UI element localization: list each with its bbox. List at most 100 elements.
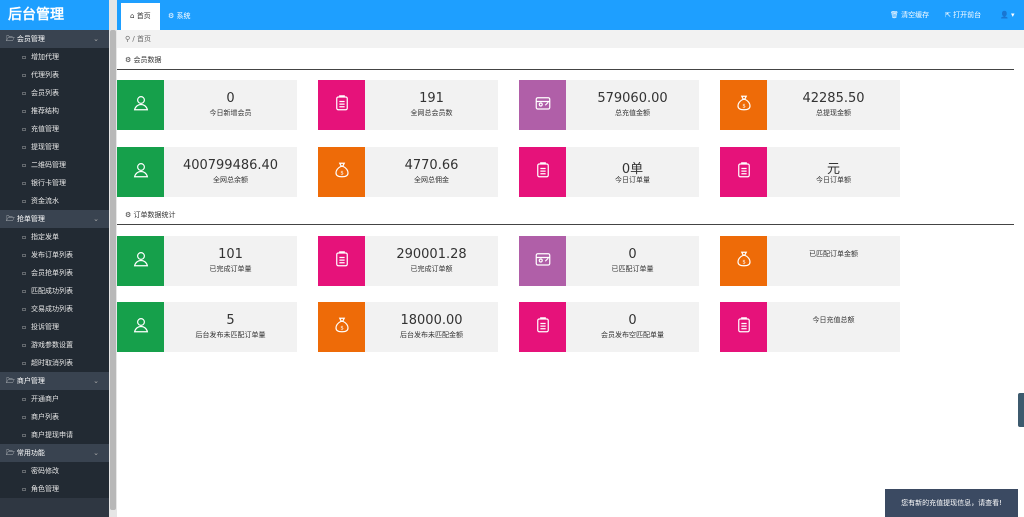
item-icon: ▫ [22,342,27,349]
stat-card: 元今日订单额 [720,147,900,197]
sidebar-item[interactable]: ▫ 商户列表 [0,408,109,426]
stat-card: 0 今日新增会员 [117,80,297,130]
stat-label: 后台发布未匹配金额 [400,331,463,339]
stat-icon-box [117,147,164,197]
stat-value: 5 [226,313,235,328]
stat-label: 全网总会员数 [410,109,453,117]
stat-value: 42285.50 [802,91,865,106]
money-bag-icon: $ [735,250,753,272]
wallet-icon [534,94,552,116]
stat-label: 今日新增会员 [209,109,252,117]
sidebar-item[interactable]: ▫ 交易成功列表 [0,300,109,318]
gear-icon: ⚙ [125,56,132,64]
sidebar-item[interactable]: ▫ 充值管理 [0,120,109,138]
stat-label: 已匹配订单金额 [809,250,858,258]
sidebar-item[interactable]: ▫ 匹配成功列表 [0,282,109,300]
stat-icon-box [519,236,566,286]
stat-label: 已完成订单量 [209,265,252,273]
item-icon: ▫ [22,252,27,259]
money-bag-icon: $ [735,94,753,116]
stat-value: 0单 [621,162,644,177]
sidebar-item[interactable]: ▫ 投诉管理 [0,318,109,336]
sidebar-item-label: 商户提现申请 [31,431,73,439]
user-icon [132,250,150,272]
tab-home[interactable]: ⌂ 首页 [121,3,160,30]
sidebar: 后台管理 🗁 会员管理 ⌄ ▫ 增加代理 ▫ 代理列表 ▫ 会员列表 ▫ 推荐结构 ▫ 充值管理 ▫ 提现… [0,0,109,517]
gear-icon: ⚙ [168,12,175,20]
clear-cache-label: 清空缓存 [901,11,930,19]
sidebar-item-label: 会员抢单列表 [31,269,73,277]
svg-text:$: $ [340,326,343,332]
sidebar-item-label: 增加代理 [31,53,59,61]
item-icon: ▫ [22,126,27,133]
stat-card: 290001.28 已完成订单额 [318,236,498,286]
sidebar-item-label: 角色管理 [31,485,59,493]
trash-icon: 🗑 [890,11,899,19]
notification-toast[interactable]: 您有新的充值提现信息，请查看! [885,489,1018,517]
side-edge-tab[interactable] [1018,393,1024,427]
sidebar-item[interactable]: ▫ 商户提现申请 [0,426,109,444]
sidebar-item[interactable]: ▫ 角色管理 [0,480,109,498]
item-icon: ▫ [22,414,27,421]
stat-label: 全网总余额 [213,176,248,184]
sidebar-item-label: 匹配成功列表 [31,287,73,295]
stat-card: 今日充值总额 [720,302,900,352]
sidebar-item[interactable]: ▫ 游戏参数设置 [0,336,109,354]
stat-label: 后台发布未匹配订单量 [195,331,266,339]
user-icon [132,94,150,116]
item-icon: ▫ [22,90,27,97]
user-icon [132,161,150,183]
item-icon: ▫ [22,162,27,169]
sidebar-scroll-thumb[interactable] [110,30,116,510]
sidebar-item-label: 充值管理 [31,125,59,133]
sidebar-item[interactable]: ▫ 发布订单列表 [0,246,109,264]
sidebar-item[interactable]: ▫ 银行卡管理 [0,174,109,192]
open-front-label: 打开前台 [953,11,982,19]
item-icon: ▫ [22,72,27,79]
sidebar-group[interactable]: 🗁 商户管理 ⌄ [0,372,109,390]
sidebar-item[interactable]: ▫ 增加代理 [0,48,109,66]
stat-label: 今日充值总额 [812,316,855,324]
stat-card: $ 已匹配订单金额 [720,236,900,286]
sidebar-item[interactable]: ▫ 推荐结构 [0,102,109,120]
clear-cache-button[interactable]: 🗑 清空缓存 [890,0,929,30]
stat-label: 总提现金额 [816,109,851,117]
item-icon: ▫ [22,360,27,367]
sidebar-item[interactable]: ▫ 二维码管理 [0,156,109,174]
sidebar-item[interactable]: ▫ 指定发单 [0,228,109,246]
sidebar-group[interactable]: 🗁 抢单管理 ⌄ [0,210,109,228]
sidebar-item[interactable]: ▫ 超时取消列表 [0,354,109,372]
user-menu-button[interactable]: 👤 ▾ [1000,0,1014,30]
sidebar-item-label: 交易成功列表 [31,305,73,313]
stat-icon-box: $ [318,302,365,352]
item-icon: ▫ [22,306,27,313]
sidebar-item[interactable]: ▫ 代理列表 [0,66,109,84]
sidebar-item-label: 发布订单列表 [31,251,73,259]
sidebar-item[interactable]: ▫ 会员抢单列表 [0,264,109,282]
stat-value: 101 [218,247,243,262]
stat-card: $18000.00 后台发布未匹配金额 [318,302,498,352]
sidebar-item[interactable]: ▫ 密码修改 [0,462,109,480]
breadcrumb-home[interactable]: 首页 [136,35,151,43]
sidebar-group[interactable]: 🗁 常用功能 ⌄ [0,444,109,462]
sidebar-item[interactable]: ▫ 资金流水 [0,192,109,210]
chevron-down-icon: ⌄ [93,377,99,385]
tab-system[interactable]: ⚙ 系统 [159,3,200,30]
sidebar-item[interactable]: ▫ 会员列表 [0,84,109,102]
sidebar-group-label: 抢单管理 [16,215,45,223]
sidebar-item[interactable]: ▫ 开通商户 [0,390,109,408]
sidebar-group-label: 常用功能 [16,449,45,457]
sidebar-item-label: 资金流水 [31,197,59,205]
clipboard-icon [534,316,552,338]
item-icon: ▫ [22,234,27,241]
sidebar-group[interactable]: 🗁 会员管理 ⌄ [0,30,109,48]
location-icon: ⚲ [125,35,131,43]
section-title: 订单数据统计 [133,211,176,219]
stat-value: 0 [628,247,637,262]
app-logo[interactable]: 后台管理 [0,0,109,30]
sidebar-item-label: 超时取消列表 [31,359,73,367]
item-icon: ▫ [22,432,27,439]
sidebar-item[interactable]: ▫ 提现管理 [0,138,109,156]
open-front-button[interactable]: ⇱ 打开前台 [945,0,981,30]
item-icon: ▫ [22,324,27,331]
